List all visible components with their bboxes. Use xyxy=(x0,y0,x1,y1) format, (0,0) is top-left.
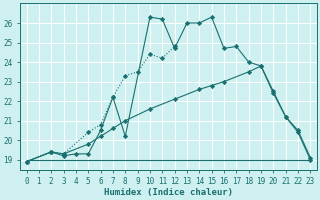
X-axis label: Humidex (Indice chaleur): Humidex (Indice chaleur) xyxy=(104,188,233,197)
